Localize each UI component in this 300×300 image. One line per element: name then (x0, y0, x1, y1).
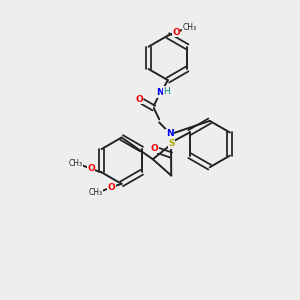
Text: CH₃: CH₃ (182, 23, 197, 32)
Text: O: O (151, 144, 159, 153)
Text: O: O (135, 95, 143, 104)
Text: S: S (168, 139, 175, 148)
Text: O: O (107, 183, 115, 192)
Text: N: N (166, 129, 173, 138)
Text: O: O (172, 28, 180, 37)
Text: H: H (164, 87, 170, 96)
Text: O: O (87, 164, 95, 173)
Text: N: N (157, 88, 164, 97)
Text: CH₃: CH₃ (69, 159, 83, 168)
Text: CH₃: CH₃ (89, 188, 103, 197)
